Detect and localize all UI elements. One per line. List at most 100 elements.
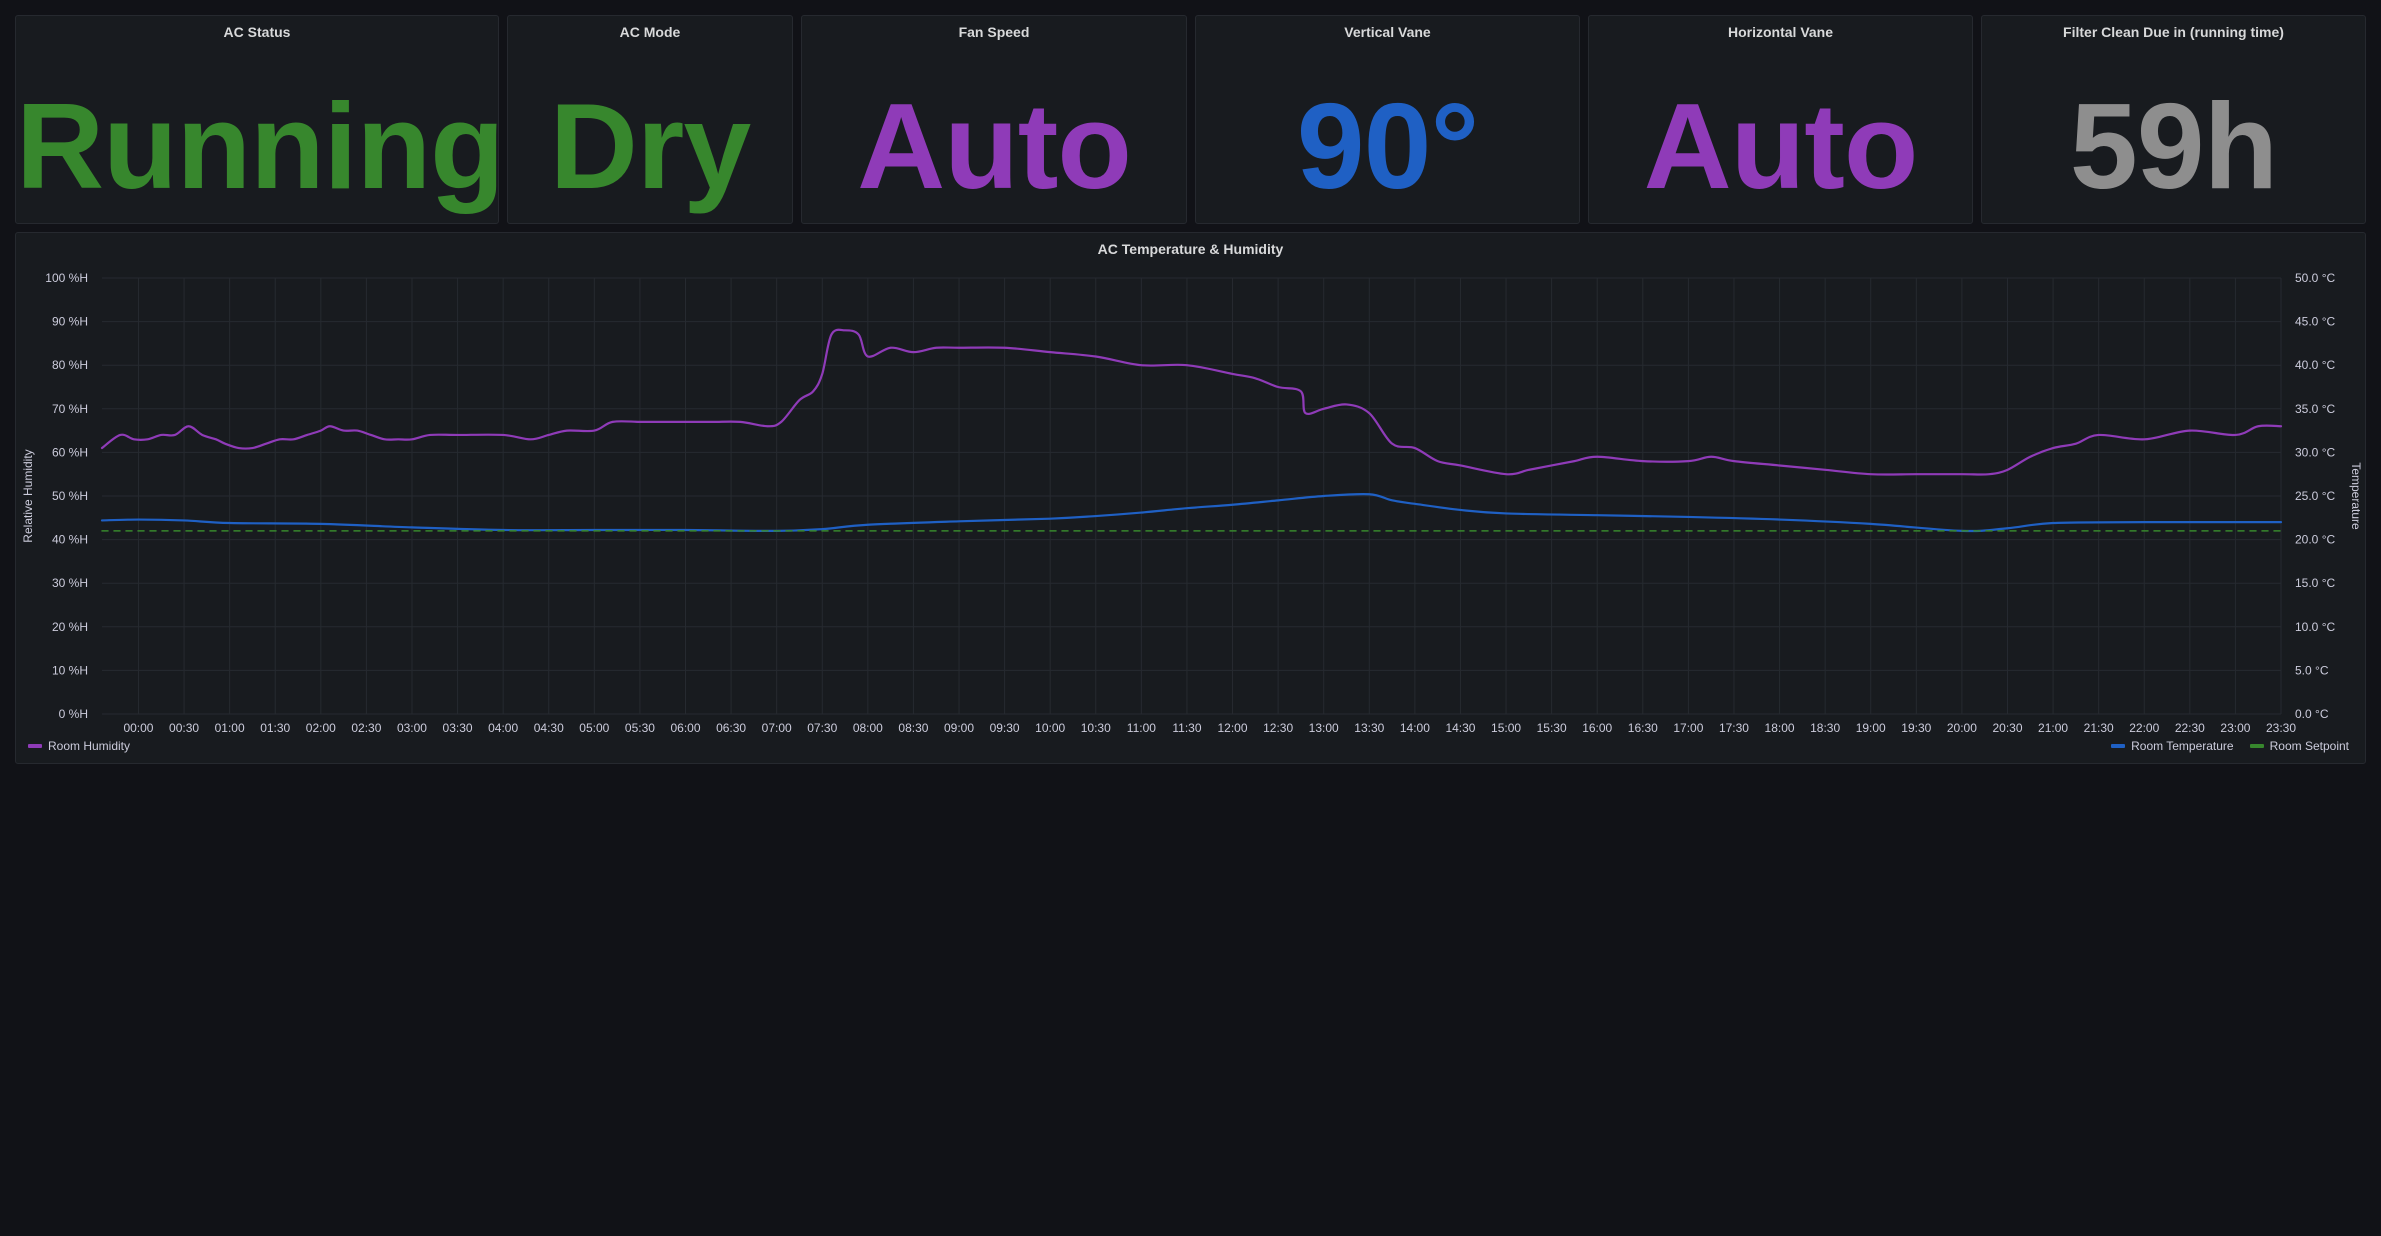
y-tick-label-left: 20 %H <box>52 620 88 634</box>
stat-title: AC Mode <box>619 24 681 40</box>
x-tick-label: 05:00 <box>579 721 609 733</box>
stat-value: 90° <box>1296 78 1480 214</box>
stat-value: Auto <box>857 78 1132 214</box>
x-tick-label: 14:00 <box>1400 721 1430 733</box>
x-tick-label: 14:30 <box>1445 721 1475 733</box>
x-tick-label: 13:00 <box>1309 721 1339 733</box>
y-tick-label-left: 50 %H <box>52 489 88 503</box>
chart-panel-temperature-humidity[interactable]: AC Temperature & Humidity 0 %H 10 %H 20 %H… <box>15 232 2366 764</box>
setpoint-swatch-icon <box>2249 744 2264 748</box>
x-tick-label: 01:00 <box>215 721 245 733</box>
temperature-humidity-chart[interactable]: 0 %H 10 %H 20 %H 30 %H 40 %H 50 %H 60 %H 70 %H 8… <box>16 233 2365 733</box>
stat-title: Horizontal Vane <box>1727 24 1834 40</box>
y-tick-label-left: 80 %H <box>52 358 88 372</box>
stat-value: 59h <box>2069 78 2278 214</box>
chart-title: AC Temperature & Humidity <box>1097 241 1284 257</box>
x-tick-label: 02:00 <box>306 721 336 733</box>
y-tick-label-right: 30.0 °C <box>2295 445 2335 459</box>
x-tick-label: 04:00 <box>488 721 518 733</box>
stat-panel-horizontal-vane[interactable]: Horizontal Vane Auto <box>1588 15 1973 224</box>
x-tick-label: 16:00 <box>1582 721 1612 733</box>
legend-item-setpoint[interactable]: Room Setpoint <box>2249 739 2349 753</box>
x-tick-label: 21:30 <box>2084 721 2114 733</box>
x-tick-label: 03:30 <box>443 721 473 733</box>
x-tick-label: 10:00 <box>1035 721 1065 733</box>
stat-panel-filter-clean[interactable]: Filter Clean Due in (running time) 59h <box>1981 15 2366 224</box>
x-tick-label: 05:30 <box>625 721 655 733</box>
stat-title: Filter Clean Due in (running time) <box>2063 24 2284 40</box>
x-tick-label: 04:30 <box>534 721 564 733</box>
x-tick-label: 00:00 <box>123 721 153 733</box>
x-tick-label: 16:30 <box>1628 721 1658 733</box>
x-tick-label: 02:30 <box>351 721 381 733</box>
x-tick-label: 06:30 <box>716 721 746 733</box>
y-tick-label-left: 90 %H <box>52 315 88 329</box>
x-tick-label: 07:30 <box>807 721 837 733</box>
x-tick-label: 06:00 <box>670 721 700 733</box>
x-tick-label: 12:00 <box>1218 721 1248 733</box>
y-tick-label-right: 35.0 °C <box>2295 402 2335 416</box>
x-tick-label: 18:00 <box>1765 721 1795 733</box>
y-tick-label-right: 25.0 °C <box>2295 489 2335 503</box>
stat-panel-ac-mode[interactable]: AC Mode Dry <box>507 15 793 224</box>
x-tick-label: 17:30 <box>1719 721 1749 733</box>
x-tick-label: 08:30 <box>898 721 928 733</box>
x-tick-label: 10:30 <box>1081 721 1111 733</box>
stat-panel-fan-speed[interactable]: Fan Speed Auto <box>801 15 1187 224</box>
x-tick-label: 20:00 <box>1947 721 1977 733</box>
y-tick-label-left: 40 %H <box>52 533 88 547</box>
x-tick-label: 11:30 <box>1172 721 1201 733</box>
y-tick-label-left: 30 %H <box>52 576 88 590</box>
x-tick-label: 17:00 <box>1673 721 1703 733</box>
y-tick-label-right: 45.0 °C <box>2295 315 2335 329</box>
x-tick-label: 23:00 <box>2220 721 2250 733</box>
y-tick-label-right: 10.0 °C <box>2295 620 2335 634</box>
legend-item-humidity[interactable]: Room Humidity <box>28 739 130 753</box>
y-tick-label-left: 60 %H <box>52 445 88 459</box>
legend-label: Room Temperature <box>2131 739 2234 753</box>
stat-panel-ac-status[interactable]: AC Status Running <box>15 15 505 224</box>
y-axis-title-right: Temperature <box>2349 462 2363 530</box>
y-tick-label-right: 5.0 °C <box>2295 663 2329 677</box>
x-tick-label: 00:30 <box>169 721 199 733</box>
y-tick-label-right: 50.0 °C <box>2295 271 2335 285</box>
x-tick-label: 13:30 <box>1354 721 1384 733</box>
x-tick-label: 19:30 <box>1901 721 1931 733</box>
y-tick-label-right: 40.0 °C <box>2295 358 2335 372</box>
stat-value: Running <box>16 78 505 214</box>
y-tick-label-left: 70 %H <box>52 402 88 416</box>
x-tick-label: 11:00 <box>1127 721 1156 733</box>
stat-panel-vertical-vane[interactable]: Vertical Vane 90° <box>1195 15 1580 224</box>
y-tick-label-right: 15.0 °C <box>2295 576 2335 590</box>
x-tick-label: 20:30 <box>1992 721 2022 733</box>
y-axis-title-left: Relative Humidity <box>21 449 35 542</box>
series-line-room-humidity <box>100 328 2283 476</box>
y-tick-label-left: 100 %H <box>45 271 88 285</box>
stat-value: Auto <box>1643 78 1919 214</box>
legend-item-temperature[interactable]: Room Temperature <box>2111 739 2234 753</box>
x-tick-label: 03:00 <box>397 721 427 733</box>
x-tick-label: 09:00 <box>944 721 974 733</box>
y-tick-label-right: 0.0 °C <box>2295 707 2329 721</box>
stat-value: Dry <box>549 78 751 214</box>
x-tick-label: 19:00 <box>1856 721 1886 733</box>
x-tick-label: 21:00 <box>2038 721 2068 733</box>
legend-right: Room Temperature Room Setpoint <box>2111 739 2349 753</box>
y-tick-label-right: 20.0 °C <box>2295 533 2335 547</box>
legend-label: Room Humidity <box>48 739 131 753</box>
temperature-swatch-icon <box>2111 744 2126 748</box>
legend-label: Room Setpoint <box>2269 739 2349 753</box>
x-tick-label: 09:30 <box>990 721 1020 733</box>
x-tick-label: 22:30 <box>2175 721 2205 733</box>
stat-title: AC Status <box>223 24 291 40</box>
x-tick-label: 15:30 <box>1537 721 1567 733</box>
x-tick-label: 01:30 <box>260 721 290 733</box>
humidity-swatch-icon <box>28 744 42 748</box>
stat-title: Fan Speed <box>958 24 1030 40</box>
x-tick-label: 23:30 <box>2266 721 2296 733</box>
y-tick-label-left: 0 %H <box>59 707 88 721</box>
x-tick-label: 08:00 <box>853 721 883 733</box>
legend-left: Room Humidity <box>28 739 130 753</box>
x-tick-label: 15:00 <box>1491 721 1521 733</box>
y-tick-label-left: 10 %H <box>52 663 88 677</box>
